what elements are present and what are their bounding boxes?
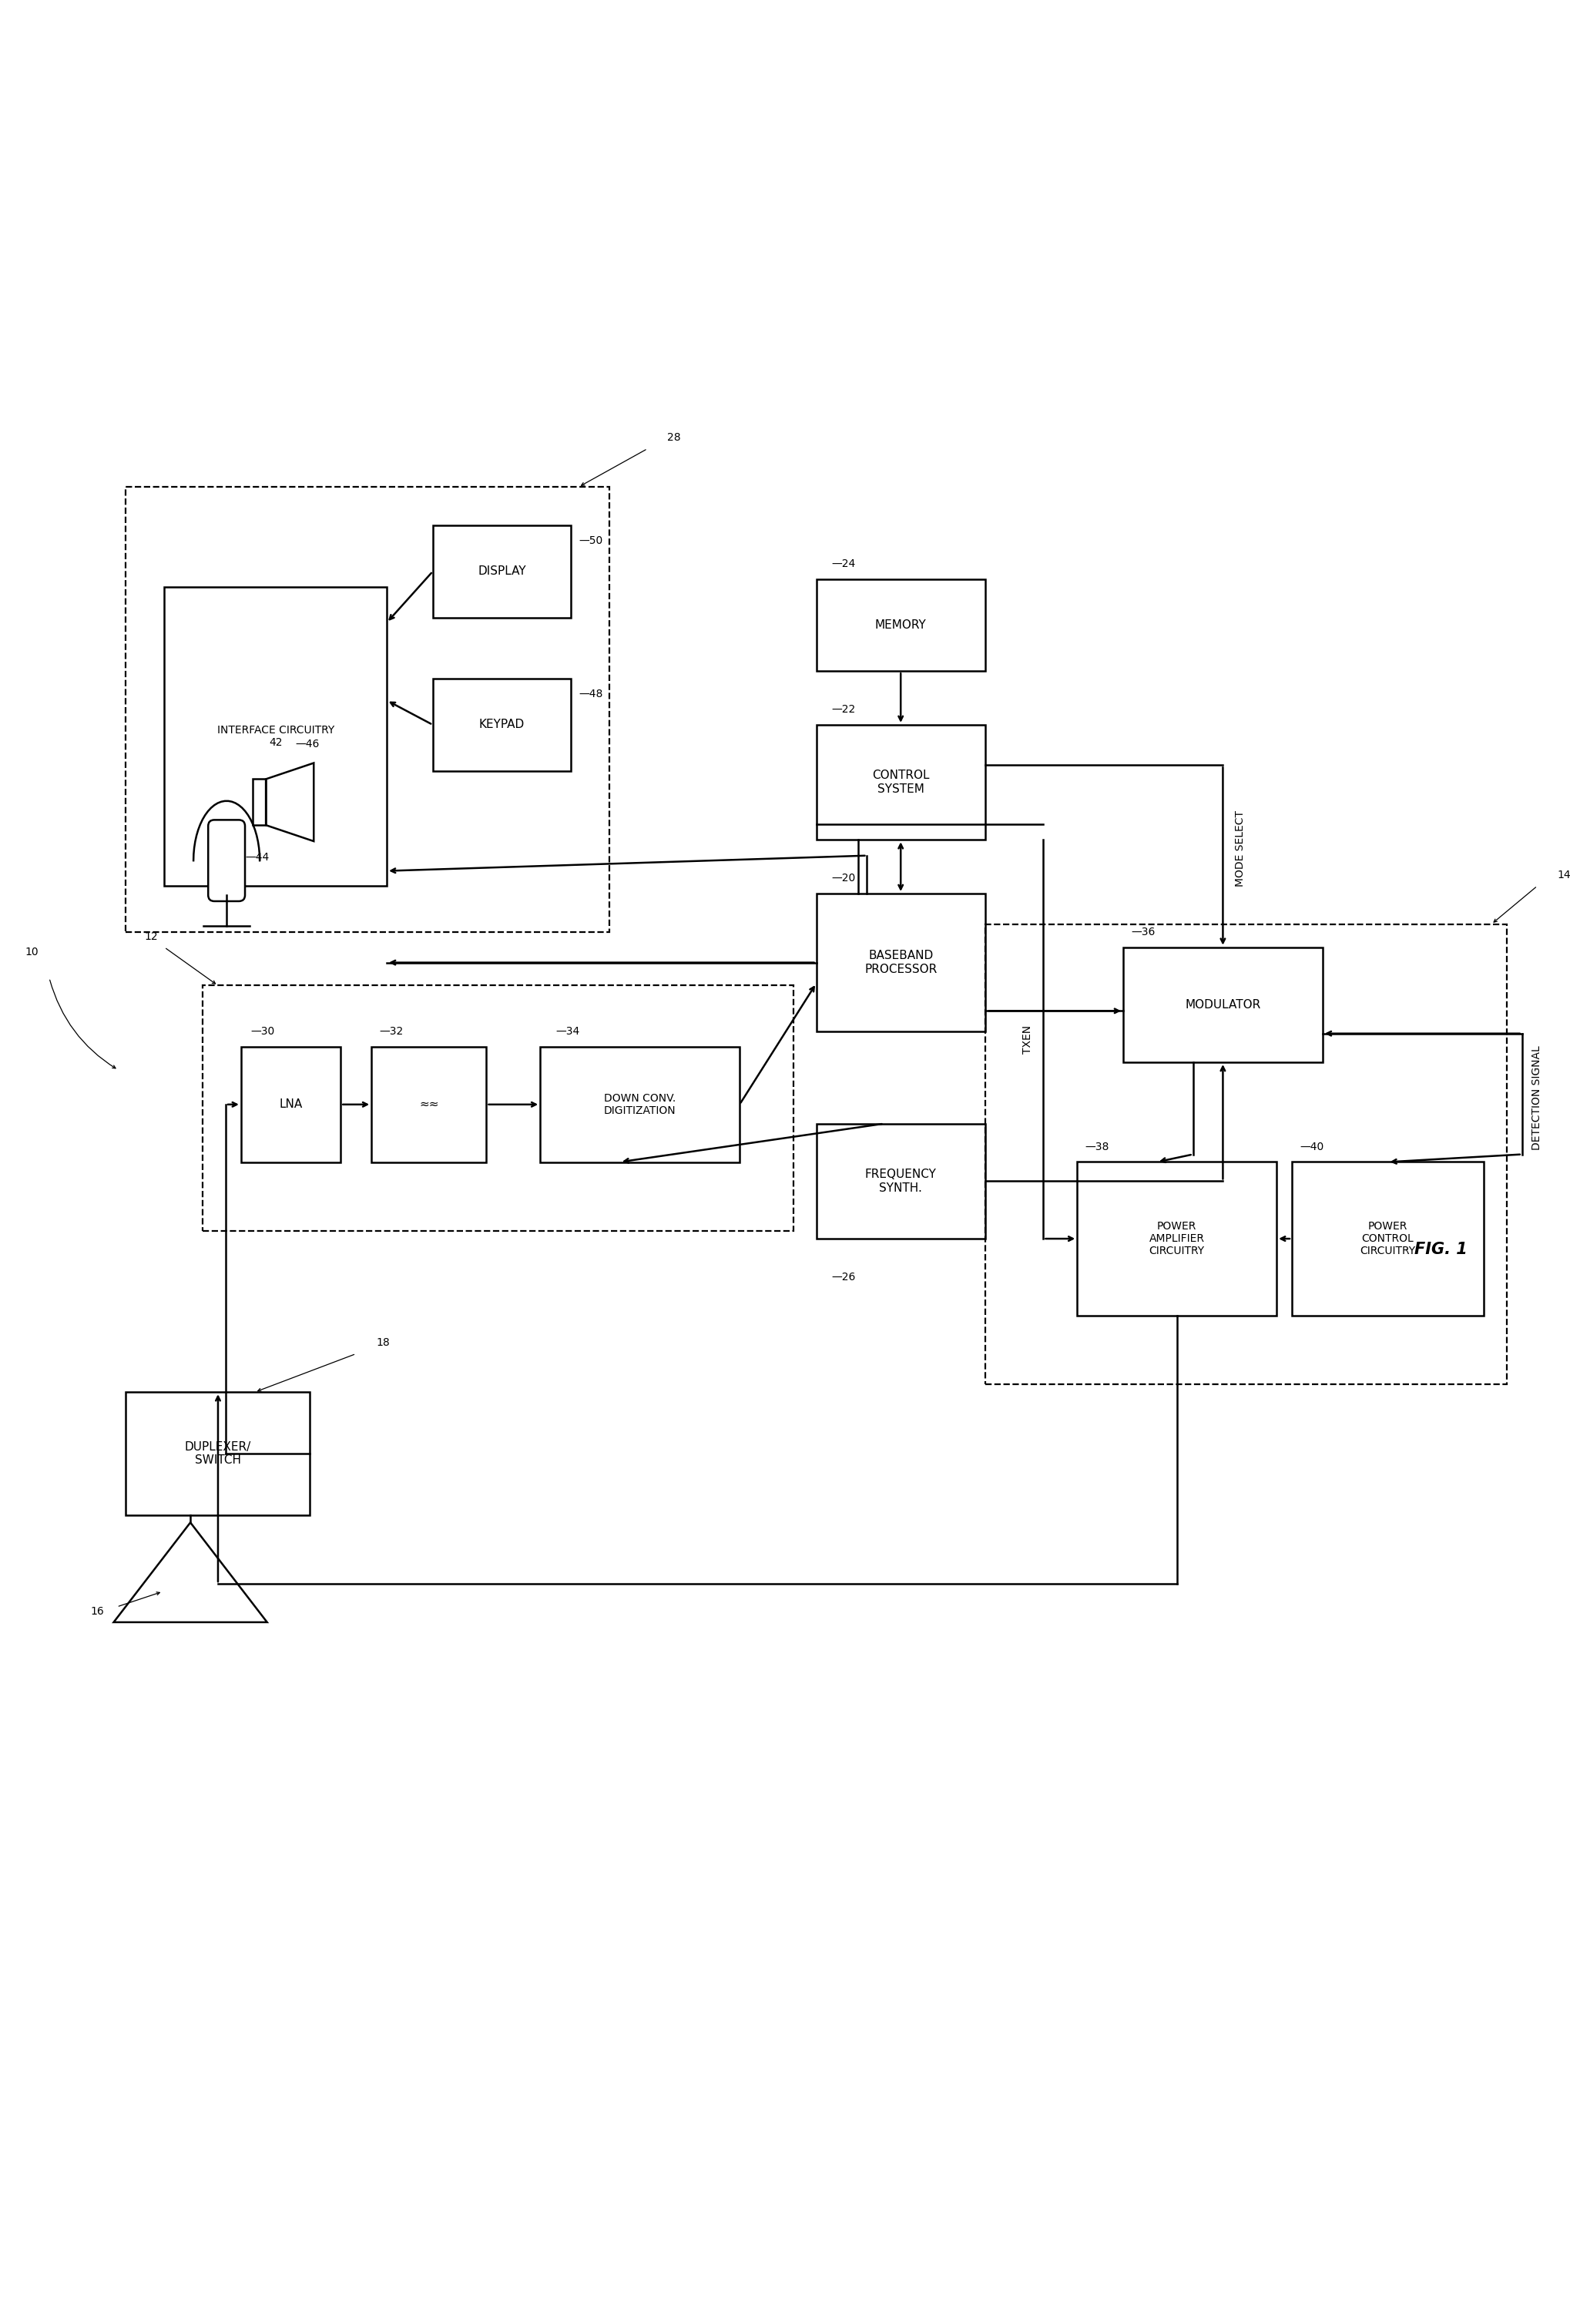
Text: —22: —22 bbox=[832, 704, 856, 716]
Bar bbox=[540, 1046, 739, 1162]
FancyBboxPatch shape bbox=[209, 820, 245, 902]
Text: DETECTION SIGNAL: DETECTION SIGNAL bbox=[1531, 1046, 1542, 1150]
Text: FREQUENCY
SYNTH.: FREQUENCY SYNTH. bbox=[865, 1169, 936, 1195]
Text: CONTROL
SYSTEM: CONTROL SYSTEM bbox=[871, 769, 929, 795]
Text: —32: —32 bbox=[378, 1027, 403, 1037]
Bar bbox=[816, 892, 984, 1032]
Text: —44: —44 bbox=[245, 853, 268, 862]
Text: DOWN CONV.
DIGITIZATION: DOWN CONV. DIGITIZATION bbox=[604, 1092, 677, 1116]
Text: —50: —50 bbox=[578, 535, 603, 546]
Text: —36: —36 bbox=[1130, 927, 1156, 937]
Text: 12: 12 bbox=[144, 932, 159, 941]
Bar bbox=[1292, 1162, 1484, 1315]
Bar bbox=[242, 1046, 341, 1162]
Text: KEYPAD: KEYPAD bbox=[479, 718, 524, 730]
Text: —38: —38 bbox=[1085, 1141, 1108, 1153]
Text: MEMORY: MEMORY bbox=[874, 618, 926, 630]
Bar bbox=[1123, 948, 1322, 1062]
Text: —48: —48 bbox=[578, 688, 603, 700]
Text: 18: 18 bbox=[377, 1339, 389, 1348]
Text: MODE SELECT: MODE SELECT bbox=[1236, 811, 1247, 885]
Bar bbox=[816, 1122, 984, 1239]
Bar bbox=[816, 579, 984, 672]
Bar bbox=[203, 985, 793, 1232]
Text: —20: —20 bbox=[832, 874, 856, 883]
Text: —34: —34 bbox=[556, 1027, 579, 1037]
Bar bbox=[126, 488, 609, 932]
Bar bbox=[1077, 1162, 1276, 1315]
Text: —30: —30 bbox=[251, 1027, 275, 1037]
Text: MODULATOR: MODULATOR bbox=[1185, 999, 1261, 1011]
Text: 14: 14 bbox=[1557, 869, 1570, 881]
Text: —40: —40 bbox=[1300, 1141, 1324, 1153]
Bar bbox=[433, 525, 571, 618]
Text: ≈≈: ≈≈ bbox=[419, 1099, 438, 1111]
Bar bbox=[126, 1392, 309, 1515]
Text: —46: —46 bbox=[295, 739, 319, 748]
Text: INTERFACE CIRCUITRY
42: INTERFACE CIRCUITRY 42 bbox=[217, 725, 334, 748]
Text: POWER
CONTROL
CIRCUITRY: POWER CONTROL CIRCUITRY bbox=[1360, 1220, 1416, 1257]
Text: 16: 16 bbox=[91, 1606, 104, 1618]
Text: DUPLEXER/
SWITCH: DUPLEXER/ SWITCH bbox=[185, 1441, 251, 1466]
Text: 10: 10 bbox=[25, 946, 38, 957]
Text: —24: —24 bbox=[832, 558, 856, 569]
Bar bbox=[372, 1046, 487, 1162]
Bar bbox=[984, 925, 1507, 1385]
Text: —26: —26 bbox=[832, 1271, 856, 1283]
Text: 28: 28 bbox=[667, 432, 681, 444]
Text: FIG. 1: FIG. 1 bbox=[1415, 1241, 1468, 1257]
Text: POWER
AMPLIFIER
CIRCUITRY: POWER AMPLIFIER CIRCUITRY bbox=[1149, 1220, 1204, 1257]
Bar bbox=[165, 586, 386, 885]
Text: LNA: LNA bbox=[279, 1099, 303, 1111]
Bar bbox=[433, 679, 571, 772]
Text: DISPLAY: DISPLAY bbox=[477, 565, 526, 576]
Bar bbox=[816, 725, 984, 839]
Text: TXEN: TXEN bbox=[1022, 1025, 1033, 1053]
Text: BASEBAND
PROCESSOR: BASEBAND PROCESSOR bbox=[865, 951, 937, 976]
